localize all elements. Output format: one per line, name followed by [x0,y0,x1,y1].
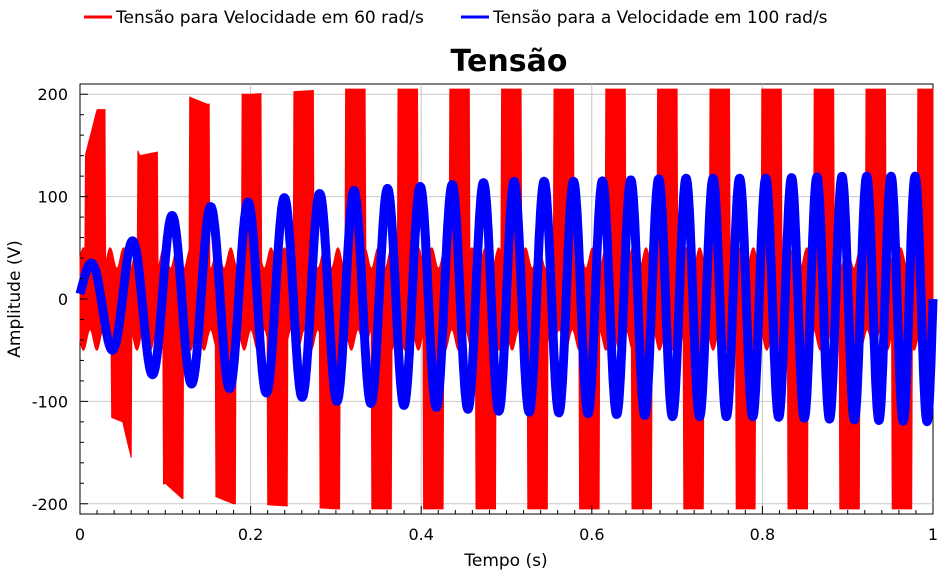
x-tick-label: 1 [928,525,938,544]
y-axis: -200 -100 0 100 200 [32,85,88,514]
x-tick-label: 0.6 [579,525,604,544]
legend-label-60: Tensão para Velocidade em 60 rad/s [115,8,424,28]
y-tick-label: -200 [32,495,68,514]
x-axis-label: Tempo (s) [463,551,547,571]
x-tick-label: 0.2 [238,525,263,544]
series-100-rad-s [75,171,938,427]
x-tick-label: 0 [75,525,85,544]
y-tick-label: 0 [58,290,68,309]
legend-label-100: Tensão para a Velocidade em 100 rad/s [492,8,828,28]
x-tick-label: 0.4 [408,525,433,544]
chart-title: Tensão [451,44,568,79]
series-100-line [75,171,938,427]
y-axis-label: Amplitude (V) [5,240,25,357]
x-tick-label: 0.8 [750,525,775,544]
y-tick-label: 200 [37,85,68,104]
y-tick-label: 100 [37,188,68,207]
legend: Tensão para Velocidade em 60 rad/s Tensã… [84,8,828,28]
x-axis: 0 0.2 0.4 0.6 0.8 1 [75,506,938,544]
y-tick-label: -100 [32,392,68,411]
